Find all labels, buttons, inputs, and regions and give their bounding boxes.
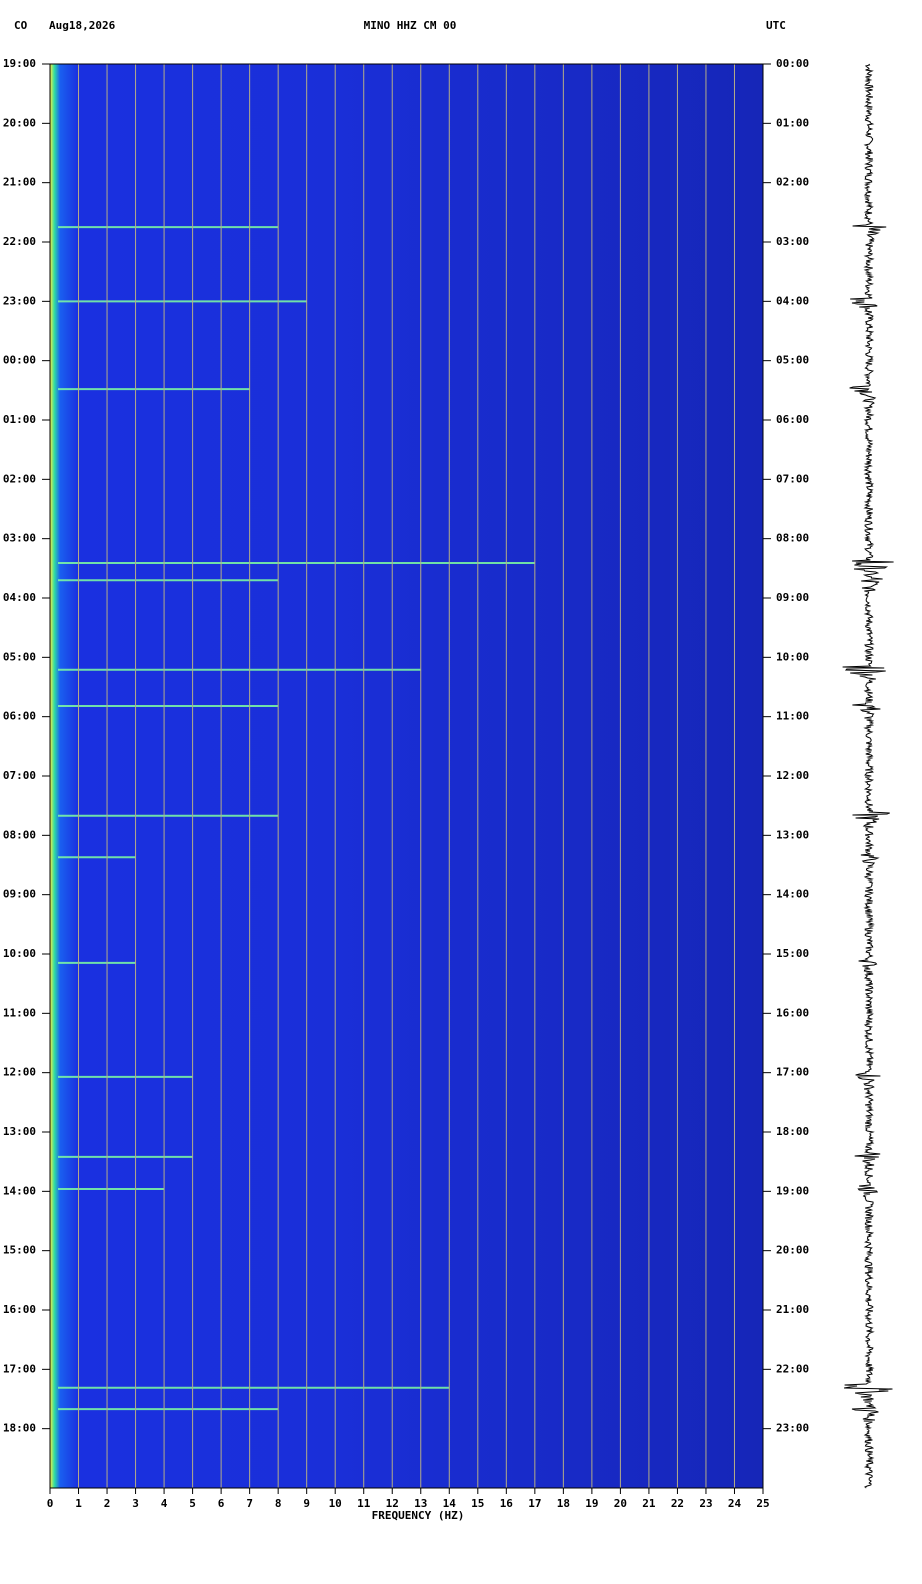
y2-tick-label: 11:00 bbox=[776, 710, 809, 723]
y2-tick-label: 19:00 bbox=[776, 1184, 809, 1197]
x-tick-label: 15 bbox=[471, 1497, 484, 1510]
y2-tick-label: 04:00 bbox=[776, 294, 809, 307]
y2-tick-label: 17:00 bbox=[776, 1066, 809, 1079]
y-tick-label: 19:00 bbox=[3, 57, 36, 70]
y-tick-label: 23:00 bbox=[3, 294, 36, 307]
y-tick-label: 20:00 bbox=[3, 116, 36, 129]
y-tick-label: 18:00 bbox=[3, 1422, 36, 1435]
y-tick-label: 01:00 bbox=[3, 413, 36, 426]
x-tick-label: 0 bbox=[47, 1497, 54, 1510]
y-tick-label: 13:00 bbox=[3, 1125, 36, 1138]
y2-tick-label: 23:00 bbox=[776, 1422, 809, 1435]
x-tick-label: 4 bbox=[161, 1497, 168, 1510]
x-tick-label: 13 bbox=[414, 1497, 427, 1510]
y-tick-label: 03:00 bbox=[3, 532, 36, 545]
x-tick-label: 16 bbox=[500, 1497, 514, 1510]
y-tick-label: 00:00 bbox=[3, 354, 36, 367]
y2-tick-label: 09:00 bbox=[776, 591, 809, 604]
x-tick-label: 1 bbox=[75, 1497, 82, 1510]
y2-tick-label: 06:00 bbox=[776, 413, 809, 426]
y2-tick-label: 12:00 bbox=[776, 769, 809, 782]
x-tick-label: 19 bbox=[585, 1497, 598, 1510]
y-tick-label: 08:00 bbox=[3, 828, 36, 841]
x-axis-label: FREQUENCY (HZ) bbox=[372, 1509, 465, 1522]
x-tick-label: 6 bbox=[218, 1497, 225, 1510]
x-tick-label: 10 bbox=[329, 1497, 342, 1510]
x-tick-label: 9 bbox=[303, 1497, 310, 1510]
x-tick-label: 21 bbox=[642, 1497, 656, 1510]
x-tick-label: 23 bbox=[699, 1497, 712, 1510]
y-tick-label: 11:00 bbox=[3, 1006, 36, 1019]
y2-tick-label: 21:00 bbox=[776, 1303, 809, 1316]
y-tick-label: 12:00 bbox=[3, 1066, 36, 1079]
y2-tick-label: 07:00 bbox=[776, 472, 809, 485]
y-tick-label: 21:00 bbox=[3, 176, 36, 189]
timezone: UTC bbox=[766, 19, 786, 32]
y-tick-label: 07:00 bbox=[3, 769, 36, 782]
x-tick-label: 17 bbox=[528, 1497, 541, 1510]
x-tick-label: 8 bbox=[275, 1497, 282, 1510]
y2-tick-label: 13:00 bbox=[776, 828, 809, 841]
x-tick-label: 20 bbox=[614, 1497, 627, 1510]
y-tick-label: 02:00 bbox=[3, 472, 36, 485]
y-tick-label: 16:00 bbox=[3, 1303, 36, 1316]
y2-tick-label: 08:00 bbox=[776, 532, 809, 545]
station: CO bbox=[14, 19, 28, 32]
x-tick-label: 7 bbox=[246, 1497, 253, 1510]
spectrogram-background bbox=[50, 64, 763, 1488]
y-tick-label: 06:00 bbox=[3, 710, 36, 723]
y-tick-label: 05:00 bbox=[3, 650, 36, 663]
y2-tick-label: 22:00 bbox=[776, 1362, 809, 1375]
y-tick-label: 09:00 bbox=[3, 888, 36, 901]
y2-tick-label: 05:00 bbox=[776, 354, 809, 367]
chart-title: MINO HHZ CM 00 bbox=[364, 19, 457, 32]
x-tick-label: 14 bbox=[443, 1497, 457, 1510]
y-tick-label: 22:00 bbox=[3, 235, 36, 248]
y2-tick-label: 20:00 bbox=[776, 1244, 809, 1257]
y2-tick-label: 03:00 bbox=[776, 235, 809, 248]
x-tick-label: 18 bbox=[557, 1497, 570, 1510]
y2-tick-label: 18:00 bbox=[776, 1125, 809, 1138]
y2-tick-label: 02:00 bbox=[776, 176, 809, 189]
y2-tick-label: 14:00 bbox=[776, 888, 809, 901]
y2-tick-label: 15:00 bbox=[776, 947, 809, 960]
y-tick-label: 17:00 bbox=[3, 1362, 36, 1375]
y-tick-label: 10:00 bbox=[3, 947, 36, 960]
y-tick-label: 04:00 bbox=[3, 591, 36, 604]
x-tick-label: 2 bbox=[104, 1497, 111, 1510]
x-tick-label: 12 bbox=[386, 1497, 399, 1510]
x-tick-label: 25 bbox=[756, 1497, 769, 1510]
y2-tick-label: 00:00 bbox=[776, 57, 809, 70]
x-tick-label: 22 bbox=[671, 1497, 684, 1510]
date: Aug18,2026 bbox=[49, 19, 116, 32]
y2-tick-label: 01:00 bbox=[776, 116, 809, 129]
y-tick-label: 15:00 bbox=[3, 1244, 36, 1257]
x-tick-label: 5 bbox=[189, 1497, 196, 1510]
y2-tick-label: 10:00 bbox=[776, 650, 809, 663]
seismogram bbox=[842, 63, 894, 1489]
x-tick-label: 3 bbox=[132, 1497, 139, 1510]
y2-tick-label: 16:00 bbox=[776, 1006, 809, 1019]
y-tick-label: 14:00 bbox=[3, 1184, 36, 1197]
x-tick-label: 24 bbox=[728, 1497, 742, 1510]
x-tick-label: 11 bbox=[357, 1497, 371, 1510]
